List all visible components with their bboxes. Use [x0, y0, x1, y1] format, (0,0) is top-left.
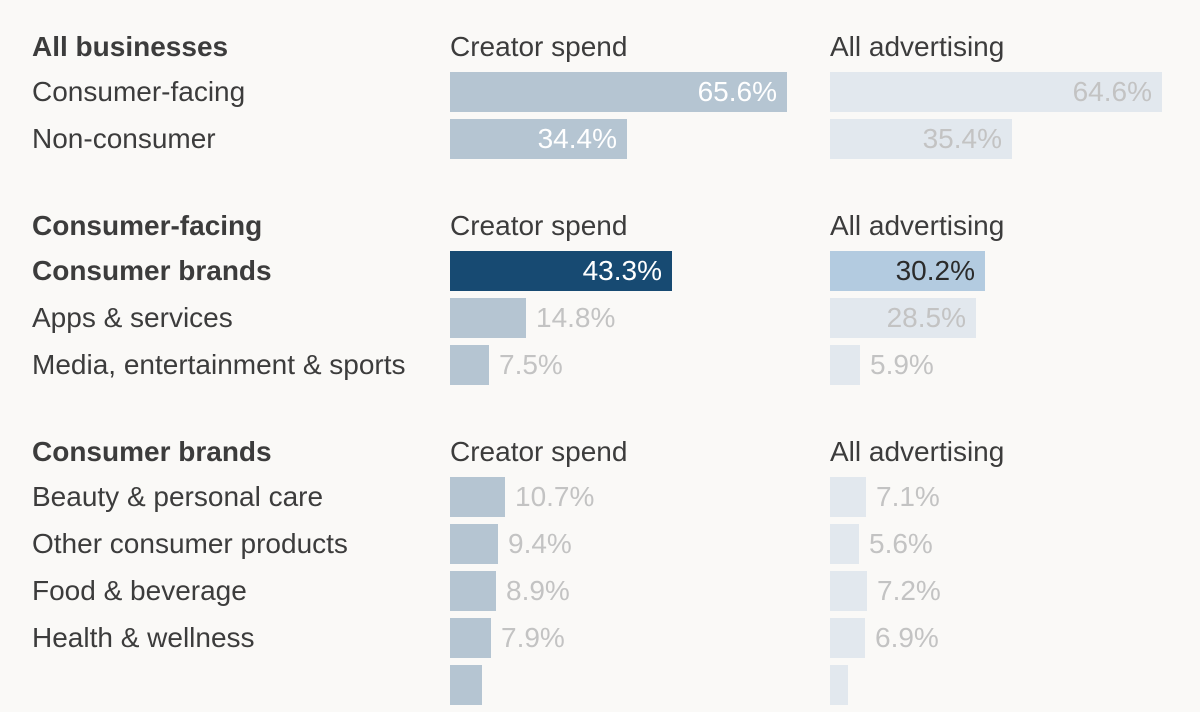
chart-row: Beauty & personal care 10.7% 7.1% — [0, 477, 1200, 524]
all-advertising-value: 64.6% — [1072, 76, 1152, 107]
row-label: Media, entertainment & sports — [32, 349, 406, 380]
all-advertising-value: 6.9% — [875, 622, 939, 653]
creator-spend-bar — [450, 72, 787, 112]
all-advertising-bar — [830, 477, 866, 517]
all-advertising-header: All advertising — [830, 210, 1005, 241]
chart-row: Apps & services 14.8% 28.5% — [0, 298, 1200, 345]
chart-group: Consumer brands Creator spend All advertis… — [0, 432, 1200, 712]
all-advertising-value: 35.4% — [922, 123, 1002, 154]
row-label: Beauty & personal care — [32, 481, 324, 512]
group-title: Consumer-facing — [32, 210, 263, 241]
creator-spend-bar — [450, 524, 498, 564]
chart-group: Consumer-facing Creator spend All advertis… — [0, 206, 1200, 392]
creator-spend-value: 8.9% — [506, 575, 570, 606]
creator-spend-bar — [450, 477, 505, 517]
creator-spend-value: 7.9% — [501, 622, 565, 653]
creator-spend-value: 7.5% — [499, 349, 563, 380]
creator-spend-value: 34.4% — [537, 123, 617, 154]
all-advertising-header: All advertising — [830, 31, 1005, 62]
all-advertising-bar — [830, 345, 860, 385]
all-advertising-bar — [830, 251, 985, 291]
creator-spend-bar — [450, 345, 489, 385]
all-advertising-value: 5.9% — [870, 349, 934, 380]
creator-spend-header: Creator spend — [450, 436, 628, 467]
group-title: All businesses — [32, 31, 229, 62]
row-label: Health & wellness — [32, 622, 255, 653]
chart-row: Other consumer products 9.4% 5.6% — [0, 524, 1200, 571]
creator-spend-bar — [450, 119, 627, 159]
chart-row: Consumer brands 43.3% 30.2% — [0, 251, 1200, 298]
all-advertising-bar — [830, 119, 1012, 159]
row-label: Consumer-facing — [32, 76, 246, 107]
group-title: Consumer brands — [32, 436, 272, 467]
creator-spend-header: Creator spend — [450, 210, 628, 241]
all-advertising-bar — [830, 618, 865, 658]
creator-spend-value: 10.7% — [515, 481, 595, 512]
chart-row: Media, entertainment & sports 7.5% 5.9% — [0, 345, 1200, 392]
all-advertising-bar — [830, 72, 1162, 112]
creator-spend-bar — [450, 665, 482, 705]
row-label: Consumer brands — [32, 255, 272, 286]
chart-row — [0, 665, 1200, 712]
creator-spend-bar — [450, 251, 672, 291]
chart-group: All businesses Creator spend All advertisi… — [0, 27, 1200, 166]
chart-row: Non-consumer 34.4% 35.4% — [0, 119, 1200, 166]
all-advertising-value: 7.2% — [877, 575, 941, 606]
all-advertising-value: 30.2% — [895, 255, 975, 286]
creator-spend-bar — [450, 618, 491, 658]
all-advertising-header: All advertising — [830, 436, 1005, 467]
all-advertising-value: 5.6% — [869, 528, 933, 559]
chart-row: Consumer-facing 65.6% 64.6% — [0, 72, 1200, 119]
all-advertising-bar — [830, 524, 859, 564]
chart-row: Food & beverage 8.9% 7.2% — [0, 571, 1200, 618]
row-label: Apps & services — [32, 302, 233, 333]
chart-row: Health & wellness 7.9% 6.9% — [0, 618, 1200, 665]
creator-spend-value: 14.8% — [536, 302, 616, 333]
creator-spend-bar — [450, 571, 496, 611]
creator-spend-value: 65.6% — [697, 76, 777, 107]
creator-spend-value: 43.3% — [582, 255, 662, 286]
all-advertising-bar — [830, 571, 867, 611]
creator-spend-bar — [450, 298, 526, 338]
all-advertising-bar — [830, 298, 976, 338]
group-header-row: Consumer-facing Creator spend All advertis… — [0, 206, 1200, 251]
creator-spend-value: 9.4% — [508, 528, 572, 559]
row-label: Other consumer products — [32, 528, 348, 559]
all-advertising-bar — [830, 665, 848, 705]
row-label: Non-consumer — [32, 123, 216, 154]
group-header-row: Consumer brands Creator spend All advertis… — [0, 432, 1200, 477]
row-label: Food & beverage — [32, 575, 247, 606]
all-advertising-value: 7.1% — [876, 481, 940, 512]
group-header-row: All businesses Creator spend All advertisi… — [0, 27, 1200, 72]
creator-spend-header: Creator spend — [450, 31, 628, 62]
all-advertising-value: 28.5% — [886, 302, 966, 333]
